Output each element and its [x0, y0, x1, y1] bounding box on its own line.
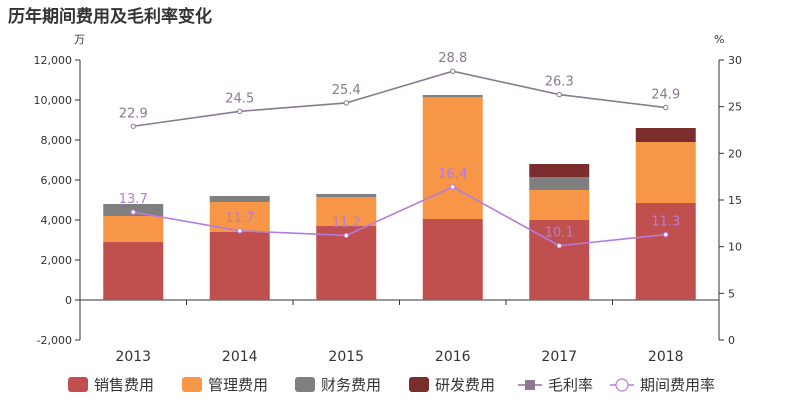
legend-label: 销售费用 — [94, 376, 154, 394]
right-tick-label: 5 — [728, 287, 735, 300]
right-tick-label: 15 — [728, 194, 742, 207]
right-tick-label: 0 — [728, 334, 735, 347]
data-label: 22.9 — [119, 106, 148, 121]
line-point — [663, 231, 669, 238]
series-line — [133, 70, 666, 128]
legend-swatch — [409, 377, 429, 392]
bar-segment — [635, 142, 696, 203]
right-tick-label: 20 — [728, 147, 742, 160]
bar-segment — [209, 196, 270, 202]
legend-label: 毛利率 — [548, 376, 593, 394]
category-label: 2018 — [648, 349, 684, 365]
right-tick-label: 30 — [728, 54, 742, 67]
right-tick-label: 25 — [728, 101, 742, 114]
line-point — [130, 209, 136, 215]
bar-segment — [529, 190, 590, 220]
legend-swatch — [68, 377, 88, 392]
legend-marker — [525, 380, 535, 390]
data-label: 24.5 — [225, 91, 254, 106]
line-point — [450, 184, 456, 190]
data-label: 13.7 — [119, 192, 148, 207]
bar-segment — [635, 128, 696, 142]
legend-marker — [615, 378, 629, 392]
left-axis-unit: 万 — [74, 33, 85, 46]
data-label: 11.7 — [225, 211, 254, 226]
data-label: 28.8 — [438, 51, 467, 66]
bar-segment — [316, 226, 377, 300]
left-tick-label: 10,000 — [34, 94, 73, 107]
data-label: 10.1 — [545, 226, 574, 241]
bar-segment — [422, 219, 483, 300]
legend-swatch — [182, 377, 202, 392]
line-point — [450, 68, 456, 74]
category-label: 2016 — [435, 349, 471, 365]
data-label: 24.9 — [651, 88, 680, 103]
legend-label: 管理费用 — [208, 376, 268, 394]
line-point — [663, 104, 669, 111]
data-label: 11.3 — [651, 215, 680, 230]
bar-segment — [529, 177, 590, 190]
line-point — [237, 108, 243, 115]
chart-title: 历年期间费用及毛利率变化 — [8, 7, 212, 27]
legend-label: 期间费用率 — [640, 376, 715, 394]
right-axis-unit: % — [714, 33, 724, 46]
category-label: 2015 — [328, 349, 364, 365]
bar-segment — [422, 95, 483, 97]
bar-segment — [103, 216, 164, 242]
bar-segment — [316, 194, 377, 197]
left-tick-label: 8,000 — [41, 134, 73, 147]
data-label: 11.2 — [332, 215, 361, 230]
right-tick-label: 10 — [728, 241, 742, 254]
left-tick-label: 12,000 — [34, 54, 73, 67]
left-tick-label: 0 — [65, 294, 72, 307]
bar-segment — [209, 232, 270, 300]
left-tick-label: -2,000 — [37, 334, 72, 347]
data-label: 16.4 — [438, 167, 467, 182]
category-label: 2017 — [541, 349, 577, 365]
bar-segment — [635, 203, 696, 300]
bar-segment — [422, 97, 483, 219]
line-point — [343, 100, 349, 106]
line-point — [237, 228, 243, 234]
left-tick-label: 2,000 — [41, 254, 73, 267]
category-label: 2013 — [115, 349, 151, 365]
legend-label: 财务费用 — [321, 376, 381, 394]
bar-segment — [316, 197, 377, 226]
bar-segment — [529, 220, 590, 300]
left-tick-label: 4,000 — [41, 214, 73, 227]
legend-swatch — [295, 377, 315, 392]
bar-segment — [103, 242, 164, 300]
line-point — [343, 232, 349, 239]
bar-segment — [529, 164, 590, 177]
line-point — [130, 123, 136, 129]
data-label: 25.4 — [332, 83, 361, 98]
legend-label: 研发费用 — [435, 376, 495, 394]
line-point — [556, 243, 562, 249]
line-point — [556, 91, 562, 98]
category-label: 2014 — [222, 349, 258, 365]
data-label: 26.3 — [545, 75, 574, 90]
series-line — [133, 186, 666, 247]
left-tick-label: 6,000 — [41, 174, 73, 187]
